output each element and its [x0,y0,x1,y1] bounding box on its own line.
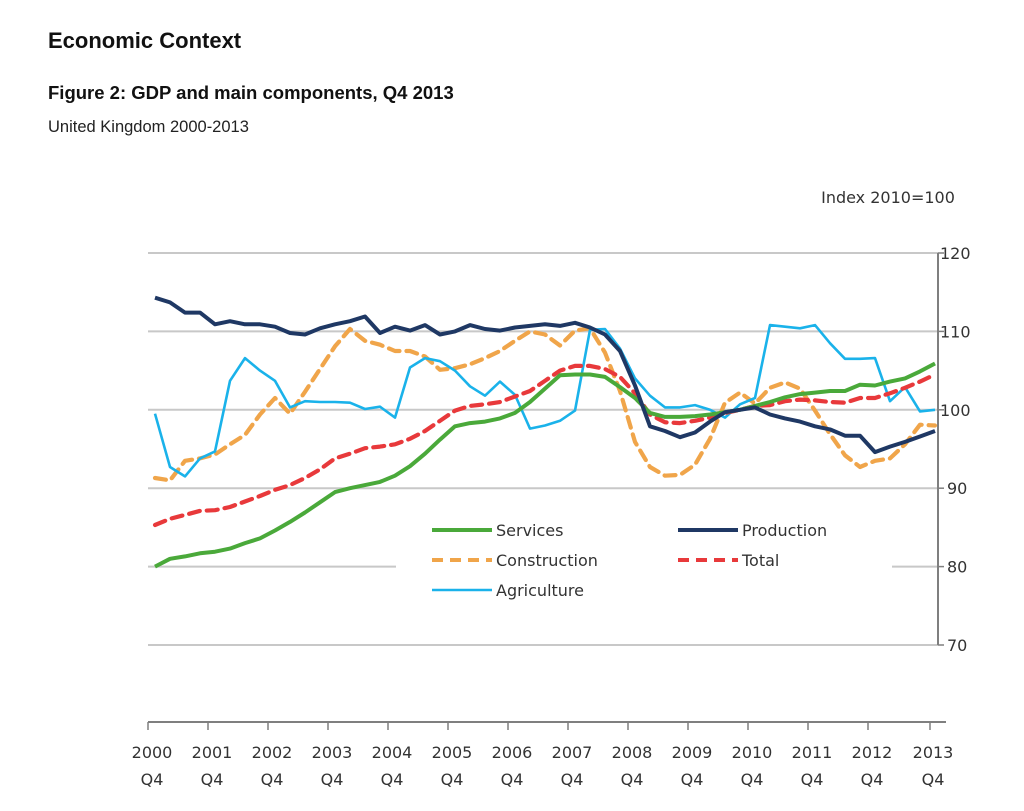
x-tick-label-year: 2012 [852,743,893,762]
x-tick-label-quarter: Q4 [681,770,704,789]
legend-label-construction: Construction [496,551,598,570]
x-tick-label-year: 2002 [252,743,293,762]
x-tick-label-quarter: Q4 [861,770,884,789]
x-tick-label-quarter: Q4 [561,770,584,789]
x-tick-label-year: 2007 [552,743,593,762]
x-tick-label-year: 2004 [372,743,413,762]
x-tick-label-quarter: Q4 [621,770,644,789]
series-line-total [152,363,938,528]
y-tick-label: 100 [940,401,971,420]
x-tick-label-quarter: Q4 [261,770,284,789]
series-layer [152,295,938,569]
y-tick-label: 120 [940,244,971,263]
x-tick-label-year: 2001 [192,743,233,762]
series-line-production [154,295,936,455]
legend-label-services: Services [496,521,563,540]
x-tick-label-quarter: Q4 [501,770,524,789]
x-tick-label-year: 2013 [913,743,954,762]
y-axis: 70 80 90 100 110 120 [937,244,971,655]
x-tick-label-year: 2003 [312,743,353,762]
legend-label-production: Production [742,521,827,540]
series-line-agriculture [153,323,936,478]
y-tick-label: 70 [947,636,967,655]
x-tick-label-year: 2008 [612,743,653,762]
legend: Services Production Construction Total Agric… [396,510,892,610]
legend-label-agriculture: Agriculture [496,581,584,600]
series-line-construction [152,326,938,483]
x-tick-label-quarter: Q4 [922,770,945,789]
y-tick-label: 90 [947,479,967,498]
figure-title: Figure 2: GDP and main components, Q4 20… [48,82,454,103]
x-tick-label-year: 2006 [492,743,533,762]
x-tick-label-quarter: Q4 [381,770,404,789]
y-axis-label: Index 2010=100 [821,188,955,207]
x-tick-label-year: 2009 [672,743,713,762]
x-tick-label-quarter: Q4 [441,770,464,789]
x-tick-label-year: 2010 [732,743,773,762]
legend-label-total: Total [741,551,779,570]
x-tick-label-year: 2011 [792,743,833,762]
y-tick-label: 110 [940,322,971,341]
x-tick-label-quarter: Q4 [201,770,224,789]
x-tick-label-quarter: Q4 [801,770,824,789]
x-tick-label-quarter: Q4 [741,770,764,789]
figure-subtitle: United Kingdom 2000-2013 [48,118,249,136]
x-tick-label-year: 2000 [132,743,173,762]
y-tick-label: 80 [947,558,967,577]
x-tick-label-quarter: Q4 [141,770,164,789]
section-title: Economic Context [48,28,242,53]
x-tick-label-year: 2005 [432,743,473,762]
x-axis: 2000 Q4 2001 Q4 2002 Q4 2003 Q4 2004 Q4 2005 Q4 2006… [132,721,954,789]
series-line-services [154,361,936,569]
x-tick-label-quarter: Q4 [321,770,344,789]
